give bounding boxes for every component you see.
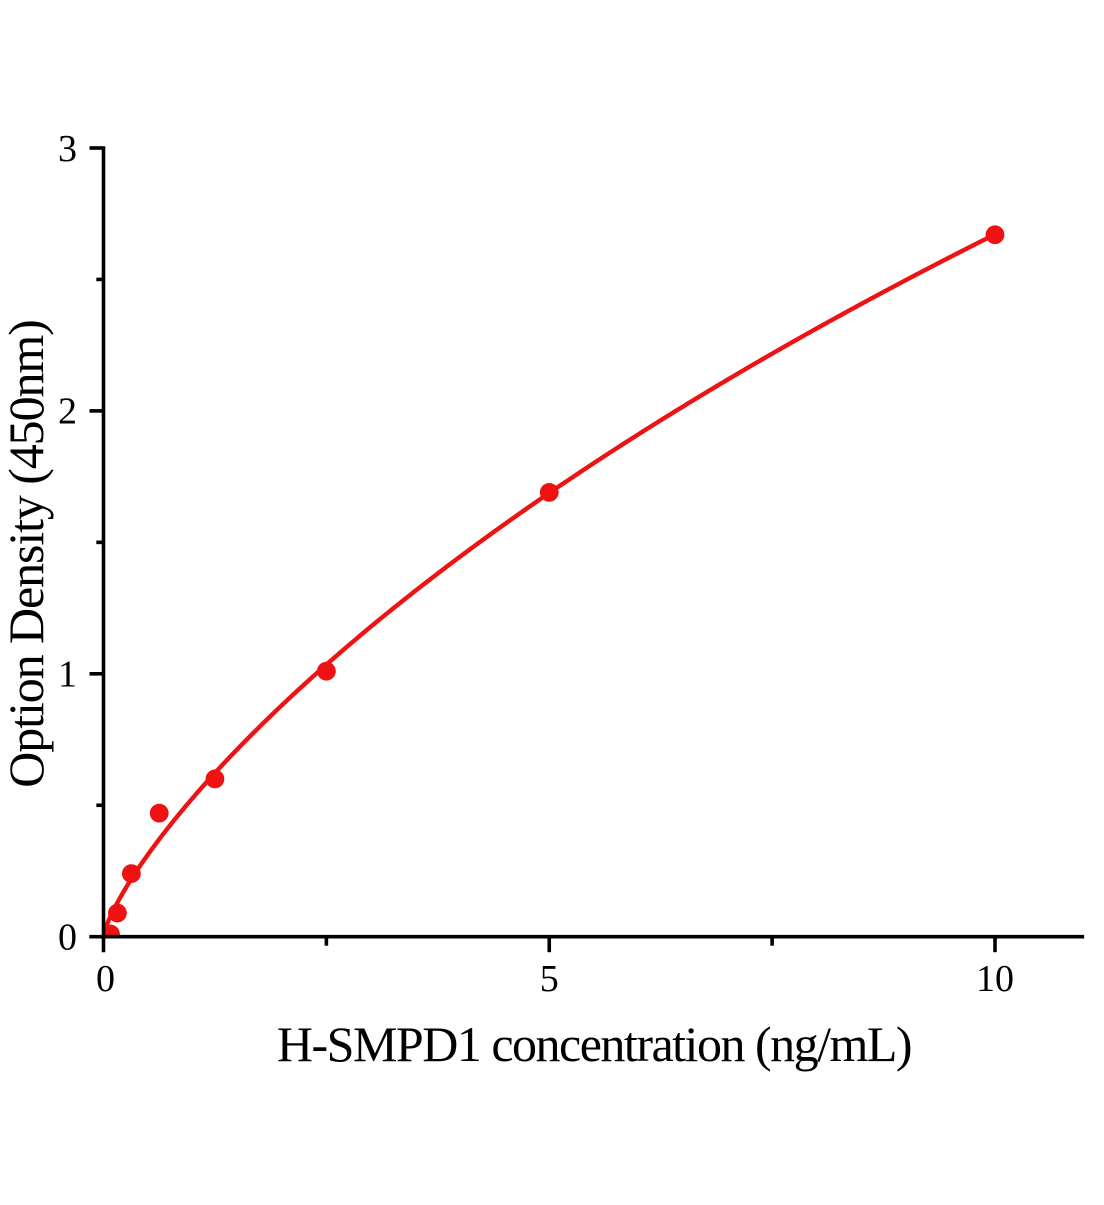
x-axis-title: H-SMPD1 concentration (ng/mL) [277, 1016, 911, 1072]
data-point-marker [985, 225, 1005, 245]
y-tick-label: 0 [58, 917, 77, 959]
data-point-marker [103, 924, 120, 937]
data-point-marker [316, 661, 336, 681]
data-point-marker [121, 864, 141, 884]
y-tick-label: 3 [58, 128, 77, 170]
y-tick-label: 1 [58, 654, 77, 696]
data-point-marker [108, 903, 127, 923]
y-axis-title: Option Density (450nm) [0, 320, 54, 787]
x-tick-label: 10 [976, 958, 1014, 1000]
y-tick-label: 2 [58, 391, 77, 433]
data-point-marker [539, 482, 559, 502]
x-tick-label: 0 [96, 958, 115, 1000]
fit-curve-line [103, 232, 998, 937]
data-point-marker [205, 769, 225, 789]
data-point-marker [149, 803, 169, 823]
x-tick-label: 5 [540, 958, 559, 1000]
